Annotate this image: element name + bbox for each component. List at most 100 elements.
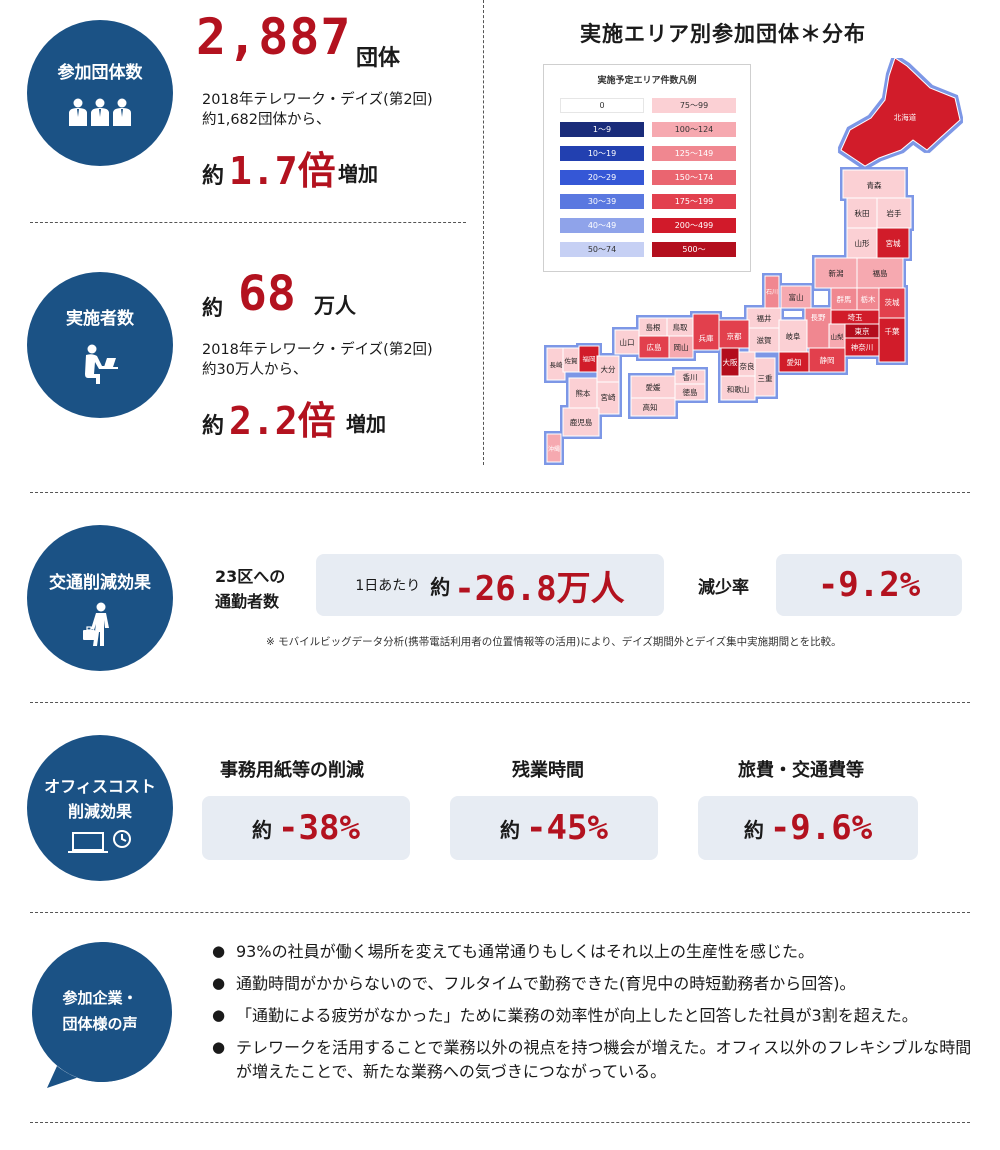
pref-label-fukushima: 福島 <box>873 268 888 278</box>
implementers-desc-1: 2018年テレワーク・デイズ(第2回) <box>202 342 433 358</box>
pref-label-kagawa: 香川 <box>683 372 698 382</box>
implementers-approx: 約 <box>202 296 223 320</box>
pref-wakayama <box>720 375 756 401</box>
pref-label-tottori: 鳥取 <box>673 322 688 332</box>
pref-label-yamagata: 山形 <box>855 238 870 248</box>
participants-unit: 団体 <box>356 46 401 71</box>
legend-cell: 75〜99 <box>652 98 736 113</box>
pref-label-kumamoto: 熊本 <box>576 388 591 398</box>
legend-cell: 0 <box>560 98 644 113</box>
pref-label-ishikawa: 石川 <box>766 289 778 296</box>
pref-label-shimane: 島根 <box>646 322 661 332</box>
legend-cell: 10〜19 <box>560 146 644 161</box>
people-icon <box>69 98 131 127</box>
person-at-desk-icon <box>85 344 118 385</box>
legend-cell: 150〜174 <box>652 170 736 185</box>
implementers-label: 実施者数 <box>66 308 134 329</box>
participants-number: 2,887 <box>196 8 352 66</box>
pref-label-shiga: 滋賀 <box>757 335 772 345</box>
commuters-line-1: 23区への <box>215 567 286 586</box>
pref-label-hiroshima: 広島 <box>647 342 662 352</box>
legend-cell: 500〜 <box>652 242 736 257</box>
legend-title: 実施予定エリア件数凡例 <box>597 76 697 86</box>
commuters-line-2: 通勤者数 <box>215 592 280 611</box>
legend-cell: 50〜74 <box>560 242 644 257</box>
implementers-unit: 万人 <box>314 294 356 318</box>
pref-label-okinawa: 沖縄 <box>548 445 560 453</box>
pref-label-hyogo: 兵庫 <box>699 333 714 343</box>
pref-label-hokkaido: 北海道 <box>894 112 917 122</box>
pref-label-kyoto: 京都 <box>727 331 742 341</box>
pref-hyogo <box>692 313 720 351</box>
pref-okayama <box>668 335 694 359</box>
participants-desc-2: 約1,682団体から、 <box>202 112 331 128</box>
office-item-title-2: 旅費・交通費等 <box>738 760 864 781</box>
pref-label-wakayama: 和歌山 <box>727 384 750 394</box>
pref-kagoshima <box>562 407 600 437</box>
pref-label-saitama: 埼玉 <box>848 312 863 322</box>
pref-label-tochigi: 栃木 <box>861 294 876 304</box>
commuters-value: -26.8万人 <box>454 568 625 609</box>
pref-label-ehime: 愛媛 <box>646 382 661 392</box>
pref-label-iwate: 岩手 <box>887 208 902 218</box>
pref-label-kochi: 高知 <box>643 402 658 412</box>
businessman-icon <box>83 602 109 647</box>
office-item-value-2: -9.6% <box>769 808 873 848</box>
pref-kumamoto <box>568 377 598 409</box>
legend-cell: 30〜39 <box>560 194 644 209</box>
per-day-label: 1日あたり <box>355 578 421 594</box>
reduction-rate-label: 減少率 <box>698 578 749 598</box>
traffic-note: ※ モバイルビッグデータ分析(携帯電話利用者の位置情報等の活用)により、デイズ期… <box>266 636 842 648</box>
pref-label-nagano: 長野 <box>811 313 826 322</box>
pref-label-fukui: 福井 <box>757 313 772 323</box>
legend-cell: 200〜499 <box>652 218 736 233</box>
pref-label-osaka: 大阪 <box>723 357 738 367</box>
office-label-2: 削減効果 <box>67 802 132 821</box>
pref-label-tokushima: 徳島 <box>683 387 698 397</box>
office-circle: オフィスコスト 削減効果 <box>27 735 173 881</box>
participants-circle: 参加団体数 <box>27 20 173 166</box>
voices-label-2: 団体様の声 <box>62 1014 138 1033</box>
pref-shizuoka <box>808 347 846 373</box>
office-item-approx-0: 約 <box>252 817 273 842</box>
legend-cell: 20〜29 <box>560 170 644 185</box>
implementers-increase: 増加 <box>346 412 386 436</box>
voices-list: 93%の社員が働く場所を変えても通常通りもしくはそれ以上の生産性を感じた。 通勤… <box>212 940 972 1092</box>
implementers-desc-2: 約30万人から、 <box>202 362 308 378</box>
reduction-rate-value: -9.2% <box>817 565 921 605</box>
pref-shiga <box>748 327 780 353</box>
voice-item: 「通勤による疲労がなかった」ために業務の効率性が向上したと回答した社員が3割を超… <box>212 1004 972 1028</box>
traffic-label: 交通削減効果 <box>49 572 151 593</box>
commuters-value-box: 1日あたり 約 -26.8万人 <box>316 554 664 616</box>
implementers-circle: 実施者数 <box>27 272 173 418</box>
japan-map: 北海道 青森 秋田 岩手 山形 宮城 新潟 福島 石川 富山 群馬 栃木 茨城 … <box>546 58 961 463</box>
pref-label-kagoshima: 鹿児島 <box>570 417 593 427</box>
divider-participants <box>30 222 466 223</box>
participants-increase: 増加 <box>338 162 378 186</box>
office-item-value-0: -38% <box>278 808 360 848</box>
divider-top <box>30 492 970 493</box>
pref-label-yamaguchi: 山口 <box>620 337 635 347</box>
pref-label-miyazaki: 宮崎 <box>601 392 616 402</box>
pref-yamagata <box>846 227 878 259</box>
legend-cell: 125〜149 <box>652 146 736 161</box>
divider-office <box>30 912 970 913</box>
voice-item: 93%の社員が働く場所を変えても通常通りもしくはそれ以上の生産性を感じた。 <box>212 940 972 964</box>
divider-bottom <box>30 1122 970 1123</box>
participants-label: 参加団体数 <box>57 62 143 83</box>
office-label-1: オフィスコスト <box>44 777 156 797</box>
office-item-approx-2: 約 <box>743 817 764 842</box>
pref-label-aichi: 愛知 <box>787 357 802 367</box>
pref-label-akita: 秋田 <box>855 208 870 218</box>
pref-toyama <box>780 285 812 309</box>
pref-label-oita: 大分 <box>601 364 616 374</box>
divider-traffic <box>30 702 970 703</box>
pref-label-chiba: 千葉 <box>885 326 900 336</box>
pref-label-nara: 奈良 <box>740 361 755 371</box>
pref-label-okayama: 岡山 <box>674 342 689 352</box>
pref-miyagi <box>876 227 910 259</box>
implementers-number: 68 <box>238 266 296 322</box>
pref-label-yamanashi: 山梨 <box>831 332 845 341</box>
legend-cell: 100〜124 <box>652 122 736 137</box>
pref-kanagawa <box>844 337 880 357</box>
